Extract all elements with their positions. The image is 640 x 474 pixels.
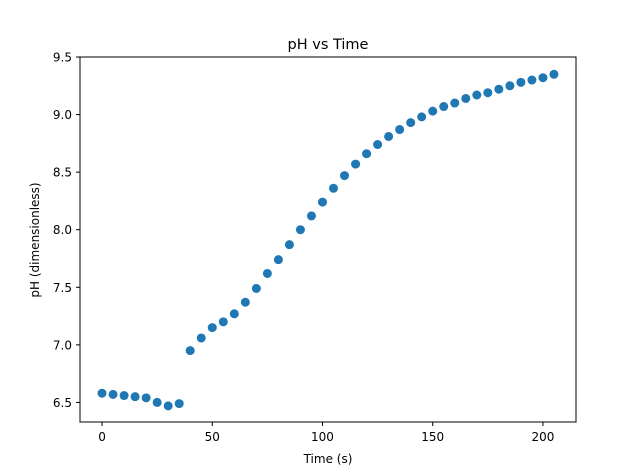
data-point [218, 317, 228, 327]
data-point [185, 346, 195, 356]
data-point [549, 69, 559, 79]
data-point [273, 255, 283, 265]
data-point [119, 391, 129, 401]
data-point [163, 401, 173, 411]
data-point [340, 171, 350, 181]
data-point [450, 98, 460, 108]
y-tick-label: 9.0 [53, 108, 72, 122]
chart-title: pH vs Time [288, 37, 369, 53]
x-tick-label: 0 [98, 430, 106, 444]
data-point [439, 102, 449, 112]
x-tick-label: 50 [205, 430, 220, 444]
data-point [295, 225, 305, 235]
data-point [406, 118, 416, 128]
data-point [384, 131, 394, 141]
data-point [317, 197, 327, 207]
y-axis-label: pH (dimensionless) [28, 182, 42, 297]
data-point [262, 268, 272, 278]
y-tick-label: 7.5 [53, 281, 72, 295]
data-point [284, 240, 294, 250]
data-point [505, 81, 515, 91]
data-point [174, 399, 184, 409]
data-point [494, 84, 504, 94]
data-point [417, 112, 427, 122]
data-point [240, 297, 250, 307]
data-point [483, 88, 493, 98]
y-tick-label: 6.5 [53, 396, 72, 410]
y-tick-label: 8.5 [53, 166, 72, 180]
data-point [373, 140, 383, 150]
data-point [395, 125, 405, 135]
data-point [251, 283, 261, 293]
axes-frame [79, 56, 577, 423]
data-point [141, 393, 151, 403]
y-tick-label: 7.0 [53, 338, 72, 352]
data-point [229, 309, 239, 319]
data-points [97, 69, 559, 411]
data-point [329, 183, 339, 193]
x-tick-label: 100 [311, 430, 334, 444]
data-point [461, 93, 471, 103]
y-tick-label: 9.5 [53, 51, 72, 65]
data-point [516, 77, 526, 87]
axes: 0 50 100 150 200 6.5 7.0 7.5 8.0 8.5 9.0 9.5 [53, 51, 577, 444]
data-point [97, 388, 107, 398]
x-tick-label: 200 [531, 430, 554, 444]
data-point [428, 106, 438, 116]
data-point [306, 211, 316, 221]
data-point [538, 73, 548, 83]
data-point [362, 149, 372, 159]
data-point [472, 90, 482, 100]
x-tick-label: 150 [421, 430, 444, 444]
data-point [351, 159, 361, 169]
x-axis-label: Time (s) [303, 452, 353, 466]
data-point [152, 397, 162, 407]
y-tick-label: 8.0 [53, 223, 72, 237]
data-point [108, 389, 118, 399]
data-point [207, 323, 217, 333]
data-point [527, 75, 537, 85]
data-point [130, 392, 140, 402]
data-point [196, 333, 206, 343]
